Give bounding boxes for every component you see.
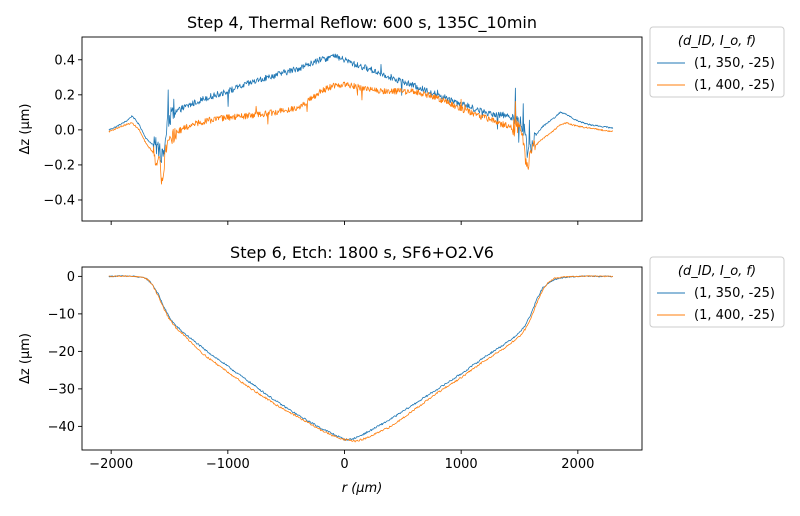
y-tick-label: −30 [48, 382, 75, 397]
y-tick-label: 0.2 [54, 88, 75, 103]
y-tick-label: −20 [48, 345, 75, 360]
series-line-blue [108, 53, 614, 163]
legend-title: (d_ID, I_o, f) [678, 264, 756, 279]
y-tick-label: −0.4 [43, 193, 75, 208]
series-group [108, 53, 614, 185]
legend-entry-label: (1, 400, -25) [694, 78, 775, 93]
y-tick-label: 0.4 [54, 53, 75, 68]
x-tick-label: 1000 [445, 457, 478, 472]
legend-title: (d_ID, I_o, f) [678, 34, 756, 49]
legend-box [649, 256, 785, 328]
chart-title: Step 4, Thermal Reflow: 600 s, 135C_10mi… [187, 13, 537, 33]
series-group [108, 275, 614, 443]
chart-title: Step 6, Etch: 1800 s, SF6+O2.V6 [230, 243, 494, 262]
legend: (d_ID, I_o, f) (1, 350, -25) (1, 400, -25) [649, 26, 785, 98]
legend: (d_ID, I_o, f) (1, 350, -25) (1, 400, -25) [649, 256, 785, 328]
y-tick-label: 0.0 [54, 123, 75, 138]
x-tick-label: 2000 [561, 457, 594, 472]
x-tick-label: −2000 [89, 457, 133, 472]
y-axis-label: Δz (µm) [18, 104, 33, 155]
x-axis-label: r (µm) [342, 481, 383, 496]
y-tick-label: −10 [48, 307, 75, 322]
y-tick-label: −0.2 [43, 158, 75, 173]
legend-entry-label: (1, 350, -25) [694, 56, 775, 71]
legend-box [649, 26, 785, 98]
x-tick-label: −1000 [206, 457, 250, 472]
legend-entry-label: (1, 350, -25) [694, 286, 775, 301]
series-line-orange [108, 275, 614, 443]
y-tick-label: −40 [48, 420, 75, 435]
x-tick-label: 0 [340, 457, 348, 472]
series-line-orange [108, 81, 614, 185]
axes-step6: Step 6, Etch: 1800 s, SF6+O2.V6−2000 −100… [18, 243, 785, 496]
y-tick-label: 0 [67, 270, 75, 285]
legend-entry-label: (1, 400, -25) [694, 308, 775, 323]
series-line-blue [108, 275, 614, 441]
y-axis-label: Δz (µm) [18, 333, 33, 384]
axes-frame [81, 36, 643, 222]
axes-frame [81, 266, 643, 451]
axes-step4: Step 4, Thermal Reflow: 600 s, 135C_10mi… [18, 13, 785, 225]
